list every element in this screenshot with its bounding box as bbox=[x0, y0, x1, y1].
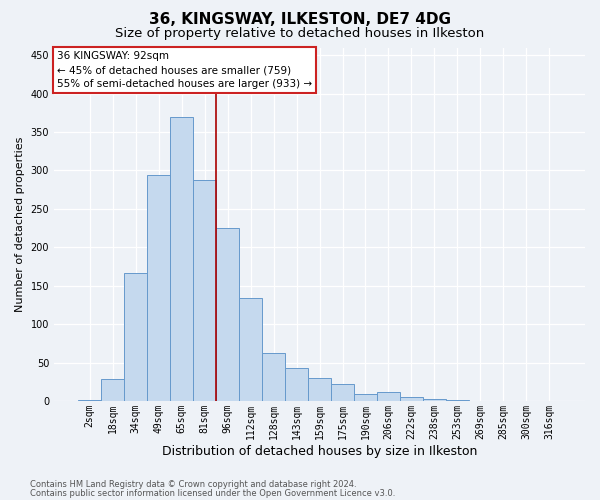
Bar bbox=[239, 298, 262, 401]
Bar bbox=[423, 400, 446, 401]
Bar bbox=[331, 384, 354, 401]
Bar bbox=[262, 354, 285, 401]
Text: 36, KINGSWAY, ILKESTON, DE7 4DG: 36, KINGSWAY, ILKESTON, DE7 4DG bbox=[149, 12, 451, 28]
Bar bbox=[78, 400, 101, 401]
Bar bbox=[124, 272, 147, 401]
Bar bbox=[216, 228, 239, 401]
Bar bbox=[101, 380, 124, 401]
Y-axis label: Number of detached properties: Number of detached properties bbox=[15, 136, 25, 312]
Bar bbox=[285, 368, 308, 401]
Text: 36 KINGSWAY: 92sqm
← 45% of detached houses are smaller (759)
55% of semi-detach: 36 KINGSWAY: 92sqm ← 45% of detached hou… bbox=[56, 51, 312, 89]
Text: Size of property relative to detached houses in Ilkeston: Size of property relative to detached ho… bbox=[115, 28, 485, 40]
Bar bbox=[354, 394, 377, 401]
X-axis label: Distribution of detached houses by size in Ilkeston: Distribution of detached houses by size … bbox=[162, 444, 477, 458]
Bar bbox=[400, 397, 423, 401]
Text: Contains public sector information licensed under the Open Government Licence v3: Contains public sector information licen… bbox=[30, 489, 395, 498]
Bar bbox=[446, 400, 469, 401]
Text: Contains HM Land Registry data © Crown copyright and database right 2024.: Contains HM Land Registry data © Crown c… bbox=[30, 480, 356, 489]
Bar bbox=[170, 116, 193, 401]
Bar bbox=[377, 392, 400, 401]
Bar bbox=[193, 180, 216, 401]
Bar bbox=[147, 175, 170, 401]
Bar bbox=[308, 378, 331, 401]
